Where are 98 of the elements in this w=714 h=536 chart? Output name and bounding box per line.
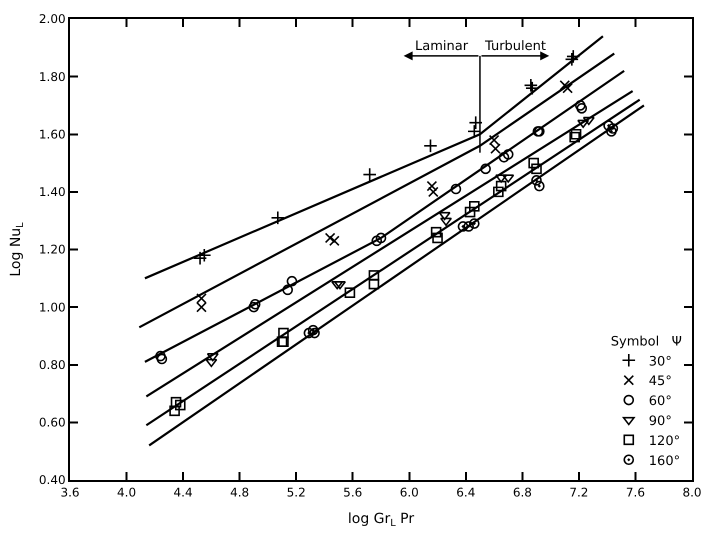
point (308, 324, 318, 336)
point (169, 406, 180, 416)
y-tick-label: 1.00 (38, 300, 66, 314)
point (270, 210, 285, 225)
point (309, 328, 320, 338)
legend-label: 60° (648, 394, 672, 410)
point (450, 184, 462, 194)
point (531, 175, 542, 186)
y-tick-label: 1.20 (38, 242, 66, 257)
point (469, 218, 480, 229)
annotation: Turbulent (484, 39, 546, 54)
point (490, 143, 501, 154)
y-tick-label: 1.60 (38, 127, 66, 142)
point (196, 302, 207, 312)
point (426, 180, 438, 192)
y-tick-label: 0.40 (38, 473, 66, 488)
x-tick-label: 4.8 (230, 485, 250, 500)
point (376, 232, 386, 244)
point (304, 328, 314, 338)
point (192, 251, 208, 266)
point (282, 284, 293, 296)
x-axis-title: log Gr$_{L}$ Pr (348, 511, 414, 530)
x-tick-label: 5.6 (343, 485, 362, 500)
point (170, 396, 182, 408)
x-tick-label: 5.2 (286, 485, 306, 500)
point (174, 400, 186, 410)
point (438, 212, 451, 220)
x-tick-label: 6.4 (456, 485, 476, 500)
point (576, 103, 588, 114)
point (495, 174, 508, 183)
x-tick-label: 6.0 (400, 485, 419, 500)
point (368, 278, 380, 290)
point (582, 116, 595, 126)
point (205, 358, 218, 368)
x-tick-label: 6.8 (512, 485, 532, 500)
point (564, 52, 579, 66)
y-tick-label: 0.80 (38, 358, 66, 372)
point (488, 134, 500, 146)
y-tick-label: 0.60 (38, 416, 66, 430)
y-tick-label: 1.40 (38, 185, 66, 200)
point (464, 206, 476, 218)
point (531, 164, 542, 174)
point (575, 100, 586, 111)
point (286, 276, 298, 286)
point (432, 232, 443, 244)
point (569, 132, 580, 142)
point (534, 180, 545, 192)
legend-title: Symbol Ψ (610, 334, 682, 350)
point (334, 281, 346, 290)
x-tick-label: 7.2 (569, 485, 588, 500)
point (368, 270, 380, 281)
point (562, 82, 573, 94)
point (463, 221, 474, 232)
legend-label: 30° (648, 354, 672, 370)
x-tick-label: 7.6 (626, 485, 645, 500)
point (156, 354, 168, 364)
point (493, 186, 504, 198)
point (250, 298, 260, 310)
point (155, 350, 166, 362)
point (570, 128, 582, 140)
legend-label: 160° (648, 454, 680, 469)
point (528, 158, 539, 168)
x-tick-label: 3.6 (60, 485, 80, 500)
y-tick-label: 1.80 (38, 70, 66, 84)
x-tick-label: 4.4 (174, 485, 193, 500)
point (496, 180, 506, 192)
point (423, 138, 438, 153)
point (278, 328, 289, 338)
legend-label: 90° (648, 414, 672, 430)
point (502, 174, 514, 183)
point (608, 123, 618, 134)
x-tick-label: 8.0 (682, 485, 702, 500)
point (606, 126, 617, 137)
point (458, 221, 468, 232)
point (566, 49, 580, 64)
point (480, 164, 491, 174)
point (498, 152, 510, 163)
legend-label: 120° (648, 434, 680, 449)
point (430, 226, 442, 238)
point (329, 236, 340, 246)
annotation: Laminar (415, 39, 469, 54)
x-tick-label: 4.0 (117, 485, 136, 500)
point (468, 116, 483, 130)
point (525, 81, 540, 96)
point (324, 232, 336, 244)
point (362, 167, 377, 182)
point (502, 149, 514, 160)
legend-label: 45° (648, 374, 672, 390)
y-tick-label: 2.00 (38, 12, 66, 26)
point (467, 124, 482, 138)
point (469, 200, 480, 212)
point (524, 78, 538, 92)
point (371, 236, 382, 246)
point (577, 120, 590, 128)
point (344, 287, 356, 298)
point (428, 186, 439, 198)
point (196, 293, 207, 304)
point (248, 302, 260, 312)
